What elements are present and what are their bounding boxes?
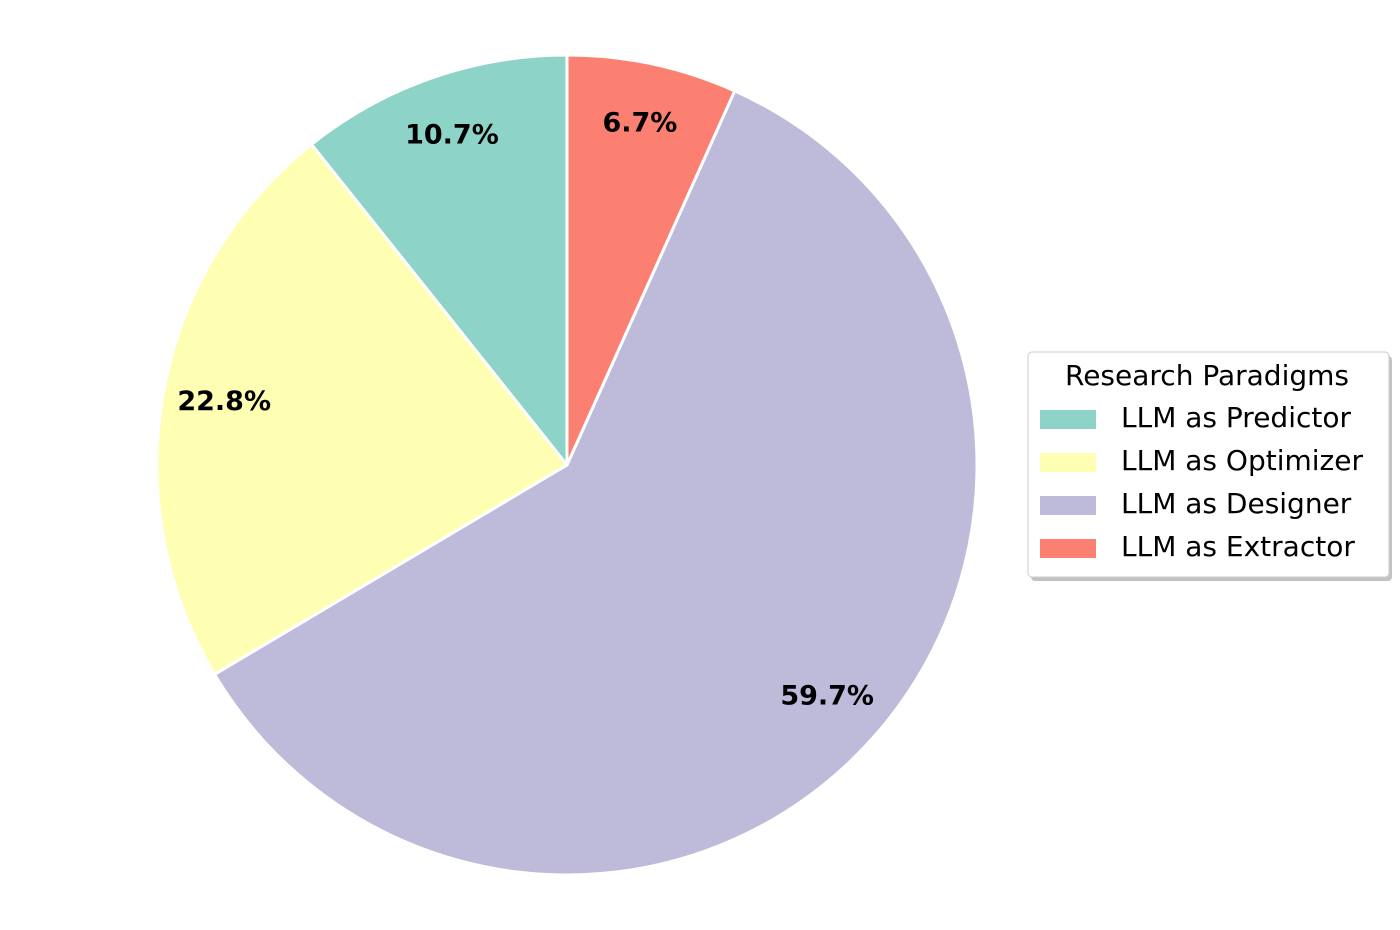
pie-slice <box>155 142 570 677</box>
slice-label: 22.8% <box>177 386 271 417</box>
slice-label: 10.7% <box>405 120 499 151</box>
legend-label: LLM as Designer <box>1121 487 1352 520</box>
legend-title: Research Paradigms <box>1065 359 1349 392</box>
legend: Research Paradigms LLM as Predictor LLM a… <box>1027 351 1392 581</box>
legend-label: LLM as Optimizer <box>1121 444 1363 477</box>
pie-slice <box>212 88 979 877</box>
legend-label: LLM as Extractor <box>1121 530 1355 563</box>
pie-slice <box>565 53 737 466</box>
legend-swatch <box>1040 410 1096 429</box>
slice-label: 6.7% <box>602 108 677 139</box>
legend-swatch <box>1040 453 1096 472</box>
pie-slice <box>309 53 569 470</box>
legend-label: LLM as Predictor <box>1121 401 1351 434</box>
legend-box <box>1027 351 1390 578</box>
slice-label: 59.7% <box>780 680 874 711</box>
legend-swatch <box>1040 496 1096 515</box>
legend-swatch <box>1040 539 1096 558</box>
